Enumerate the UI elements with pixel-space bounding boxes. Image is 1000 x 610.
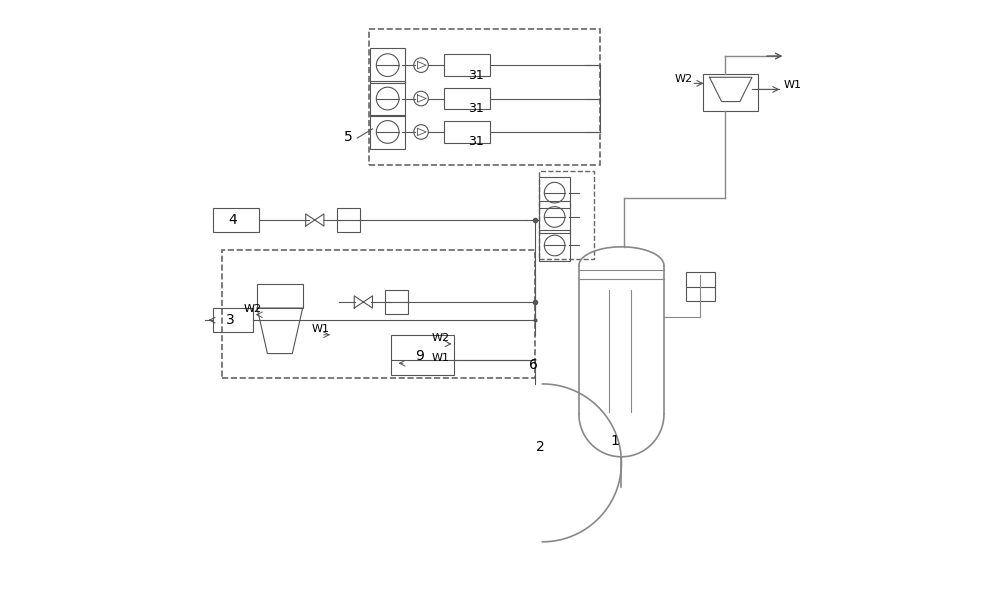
Text: 5: 5 xyxy=(344,130,353,144)
Bar xyxy=(539,201,570,233)
Bar xyxy=(539,230,570,261)
Text: 9: 9 xyxy=(415,349,424,363)
Text: 2: 2 xyxy=(536,440,545,454)
Text: W1: W1 xyxy=(784,80,802,90)
Bar xyxy=(369,29,600,165)
Bar xyxy=(370,48,405,82)
Bar xyxy=(686,272,715,301)
Text: 31: 31 xyxy=(468,135,484,148)
Bar xyxy=(444,54,490,76)
Text: W1: W1 xyxy=(312,325,330,334)
Text: 3: 3 xyxy=(226,314,234,328)
Bar xyxy=(385,290,408,314)
Bar xyxy=(337,209,360,232)
Text: W2: W2 xyxy=(675,74,693,84)
Bar xyxy=(539,177,570,209)
Text: 31: 31 xyxy=(468,102,484,115)
Bar xyxy=(257,284,303,308)
Bar xyxy=(222,250,535,378)
Text: 1: 1 xyxy=(611,434,620,448)
Bar xyxy=(444,88,490,109)
Text: W2: W2 xyxy=(244,304,262,314)
Text: 4: 4 xyxy=(229,214,237,228)
Text: W1: W1 xyxy=(432,353,450,363)
Bar xyxy=(539,171,594,259)
Bar xyxy=(370,81,405,116)
Bar xyxy=(444,121,490,143)
Bar xyxy=(213,308,253,332)
Bar xyxy=(213,208,259,232)
Text: W2: W2 xyxy=(432,334,450,343)
Text: 6: 6 xyxy=(529,357,538,371)
Bar xyxy=(703,74,758,110)
Bar xyxy=(391,336,454,375)
Text: 31: 31 xyxy=(468,68,484,82)
Bar xyxy=(370,115,405,149)
